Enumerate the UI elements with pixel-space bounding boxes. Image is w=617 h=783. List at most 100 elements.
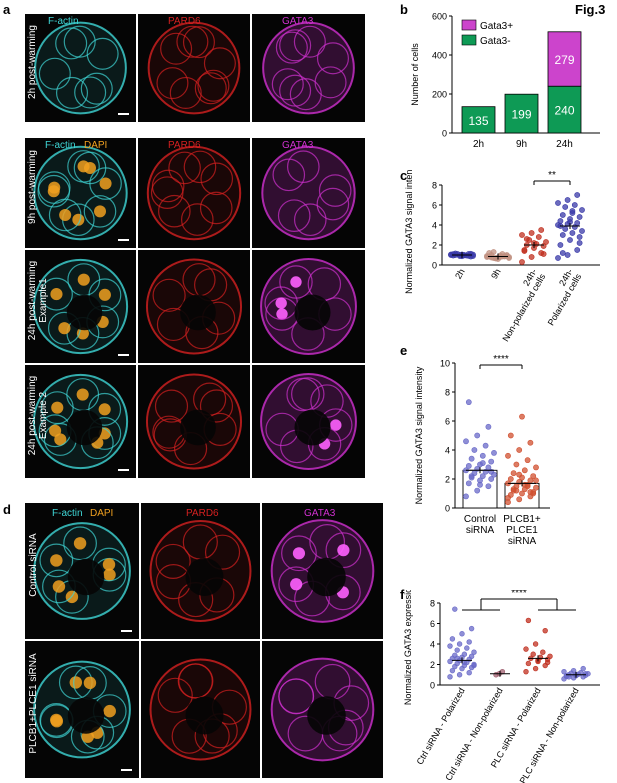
data-point (521, 467, 528, 474)
data-point (533, 477, 539, 484)
data-point (465, 399, 472, 406)
row-label-line: 2h post-warming (27, 25, 38, 99)
legend-label: Gata3+ (480, 21, 513, 32)
y-axis-label: Number of cells (410, 43, 420, 106)
micrograph-pard6 (138, 365, 250, 478)
x-tick-label: Control (464, 514, 496, 525)
a-header2-gata3: GATA3 (282, 140, 314, 151)
a-header1-factin: F-actin (48, 16, 79, 27)
micrograph-pard6 (138, 14, 250, 122)
data-point (471, 447, 478, 453)
y-tick-label: 6 (432, 201, 437, 211)
data-point (559, 250, 566, 256)
data-point (477, 481, 483, 488)
data-point (570, 667, 577, 674)
chart-c: 0 2 4 6 8 Normalized GATA3 signal intensity 2h… (404, 170, 600, 344)
data-point (516, 471, 523, 478)
scale-bar (118, 113, 129, 115)
row-label: 2h post-warming (27, 8, 38, 116)
data-point (468, 625, 475, 632)
data-point (513, 461, 520, 468)
data-point (464, 645, 470, 651)
micrograph-factin (25, 503, 139, 639)
data-point (523, 668, 529, 675)
micrograph-factin (25, 641, 139, 778)
data-point (530, 473, 537, 479)
data-point (561, 668, 567, 675)
data-point (510, 470, 517, 477)
data-point (468, 653, 475, 660)
data-point (540, 649, 546, 655)
d-header-gata3: GATA3 (304, 508, 336, 519)
data-point (452, 606, 458, 612)
bar-data-label: 279 (554, 53, 574, 67)
y-axis-label: Normalized GATA3 signal intensity (404, 170, 414, 294)
data-point (574, 220, 581, 226)
data-point (516, 496, 523, 503)
row-label-line: Example 2 (38, 391, 49, 440)
data-point (576, 240, 583, 246)
panel-f-label: f (400, 587, 405, 602)
data-point (507, 476, 514, 482)
x-tick-label: siRNA (508, 536, 537, 547)
figure-label: Fig.3 (575, 2, 606, 17)
data-point (521, 248, 528, 254)
x-tick-label: 24h-Non-polarized cells (492, 267, 548, 344)
panel-d-label: d (3, 502, 11, 517)
row-label: 9h post-warming (27, 132, 38, 242)
data-point (505, 452, 511, 459)
data-point (507, 432, 514, 439)
data-point (528, 230, 535, 236)
micrograph-pard6 (141, 641, 260, 778)
data-point (532, 665, 539, 672)
micrograph-gata3 (252, 138, 365, 248)
data-point (456, 672, 463, 678)
data-point (524, 457, 531, 464)
row-label: PLCB1+PLCE1 siRNA (28, 635, 39, 772)
data-point (449, 636, 456, 642)
chart-e: 0 2 4 6 8 10 Normalized GATA3 signal intensity… (414, 354, 550, 547)
bar-segment (504, 93, 539, 134)
data-point (564, 252, 571, 258)
micrograph-pard6 (138, 250, 250, 363)
a-header2-factin: F-actin (45, 140, 76, 151)
row-label-line: 24h post-warming (27, 260, 38, 341)
micrograph-pard6 (138, 138, 250, 248)
bar-segment (547, 85, 582, 134)
data-point (449, 667, 456, 674)
data-point (488, 458, 495, 465)
y-axis-label: Normalized GATA3 expression (403, 590, 413, 705)
row-label-line: Control siRNA (28, 533, 39, 597)
data-point (547, 653, 553, 660)
y-tick-label: 4 (432, 221, 437, 231)
data-point (491, 450, 497, 456)
data-point (474, 487, 481, 494)
data-point (463, 493, 469, 500)
scale-bar (121, 630, 132, 632)
panel-a-label: a (3, 2, 11, 17)
y-tick-label: 2 (432, 241, 437, 251)
d-header-pard6: PARD6 (186, 508, 219, 519)
bar-segment (461, 106, 496, 134)
panel-b-label: b (400, 2, 408, 17)
y-axis-label: Normalized GATA3 signal intensity (414, 366, 424, 504)
data-point (516, 447, 523, 453)
data-point (574, 192, 581, 198)
data-point (579, 207, 585, 213)
data-point (468, 473, 475, 479)
y-tick-label: 6 (430, 619, 435, 629)
bar-data-label: 199 (511, 108, 531, 122)
data-point (555, 200, 561, 206)
bar-segment (547, 31, 582, 87)
data-point (471, 649, 477, 655)
y-tick-label: 600 (432, 12, 447, 22)
data-point (535, 234, 542, 240)
data-point (524, 483, 531, 490)
data-point (479, 460, 486, 466)
row-label: 24h post-warming Example 2 (27, 359, 49, 472)
y-tick-label: 400 (432, 51, 447, 61)
data-point (544, 659, 551, 666)
data-point (466, 669, 472, 676)
data-point (447, 643, 453, 649)
data-point (562, 204, 569, 210)
